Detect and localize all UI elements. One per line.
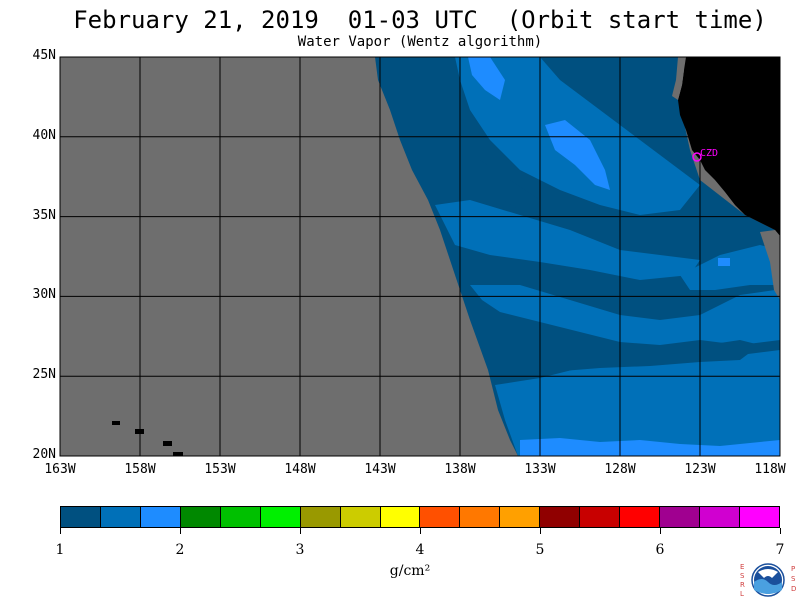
station-label: CZD xyxy=(700,148,718,159)
colorbar-tick-label: 6 xyxy=(655,542,665,558)
vapor-patch-1 xyxy=(468,57,505,100)
map-subtitle: Water Vapor (Wentz algorithm) xyxy=(297,34,543,50)
colorbar-segment xyxy=(379,507,420,527)
lon-label: 163W xyxy=(44,462,76,477)
land-west-coast xyxy=(678,57,780,236)
map-svg: CZD xyxy=(59,56,781,457)
colorbar-tick-label: 3 xyxy=(295,542,305,558)
vapor-patch-4 xyxy=(718,258,730,266)
colorbar-tick xyxy=(300,528,301,534)
lon-label: 133W xyxy=(524,462,556,477)
vapor-band-2 xyxy=(435,200,700,280)
colorbar-tick-label: 4 xyxy=(415,542,425,558)
colorbar-tick xyxy=(540,528,541,534)
logo-letter: S xyxy=(740,572,745,580)
lon-label: 143W xyxy=(364,462,396,477)
colorbar-segment xyxy=(619,507,660,527)
colorbar-segment xyxy=(219,507,260,527)
colorbar-segment xyxy=(139,507,180,527)
lon-label: 158W xyxy=(124,462,156,477)
colorbar-segment xyxy=(99,507,140,527)
vapor-patch-3 xyxy=(520,438,780,456)
colorbar-segment xyxy=(459,507,500,527)
colorbar-segment xyxy=(539,507,580,527)
lat-label: 25N xyxy=(32,367,56,383)
colorbar xyxy=(60,506,780,528)
colorbar-tick-label: 1 xyxy=(55,542,65,558)
logo-letter: E xyxy=(740,563,744,571)
map-frame xyxy=(59,56,781,457)
water-vapor-map: CZD xyxy=(59,56,781,457)
colorbar-tick-label: 7 xyxy=(775,542,785,558)
colorbar-segment xyxy=(579,507,620,527)
vapor-streak-2 xyxy=(478,160,540,210)
lon-label: 153W xyxy=(204,462,236,477)
island-kauai xyxy=(112,421,120,425)
colorbar-segment xyxy=(339,507,380,527)
lat-label: 45N xyxy=(32,48,56,63)
colorbar-tick-label: 5 xyxy=(535,542,545,558)
colorbar-segment xyxy=(499,507,540,527)
colorbar-tick-label: 2 xyxy=(175,542,185,558)
colorbar-segment xyxy=(699,507,739,527)
colorbar-segment xyxy=(419,507,460,527)
logo-letter: L xyxy=(740,590,744,598)
lon-label: 148W xyxy=(284,462,316,477)
colorbar-segment xyxy=(259,507,300,527)
station-marker xyxy=(692,152,702,162)
colorbar-segment xyxy=(61,507,100,527)
lon-label: 123W xyxy=(684,462,716,477)
colorbar-tick xyxy=(420,528,421,534)
vapor-band-3 xyxy=(470,285,780,345)
island-maui xyxy=(163,441,172,446)
lat-label: 20N xyxy=(32,447,56,462)
map-title: February 21, 2019 01-03 UTC (Orbit start… xyxy=(73,6,767,34)
colorbar-segment xyxy=(179,507,220,527)
colorbar-tick xyxy=(180,528,181,534)
island-hawaii xyxy=(173,452,183,456)
lat-label: 40N xyxy=(32,127,56,143)
logo-letter: D xyxy=(791,585,796,593)
logo-letter: P xyxy=(791,565,795,573)
coast-no-data-2 xyxy=(760,230,780,300)
colorbar-tick xyxy=(780,528,781,534)
colorbar-segment xyxy=(299,507,340,527)
lon-label: 118W xyxy=(754,462,786,477)
vapor-band-5 xyxy=(680,245,780,290)
colorbar-units: g/cm² xyxy=(389,563,431,579)
vapor-streak-1 xyxy=(505,335,760,378)
colorbar-tick xyxy=(60,528,61,534)
coast-no-data xyxy=(672,57,686,100)
colorbar-tick xyxy=(660,528,661,534)
logo-letter: S xyxy=(791,575,796,583)
colorbar-segment xyxy=(659,507,699,527)
logo-letter: R xyxy=(740,581,745,589)
lat-label: 35N xyxy=(32,207,56,223)
vapor-patch-2 xyxy=(545,120,610,190)
lon-label: 128W xyxy=(604,462,636,477)
colorbar-segment xyxy=(738,507,779,527)
lat-label: 30N xyxy=(32,287,56,303)
lon-label: 138W xyxy=(444,462,476,477)
